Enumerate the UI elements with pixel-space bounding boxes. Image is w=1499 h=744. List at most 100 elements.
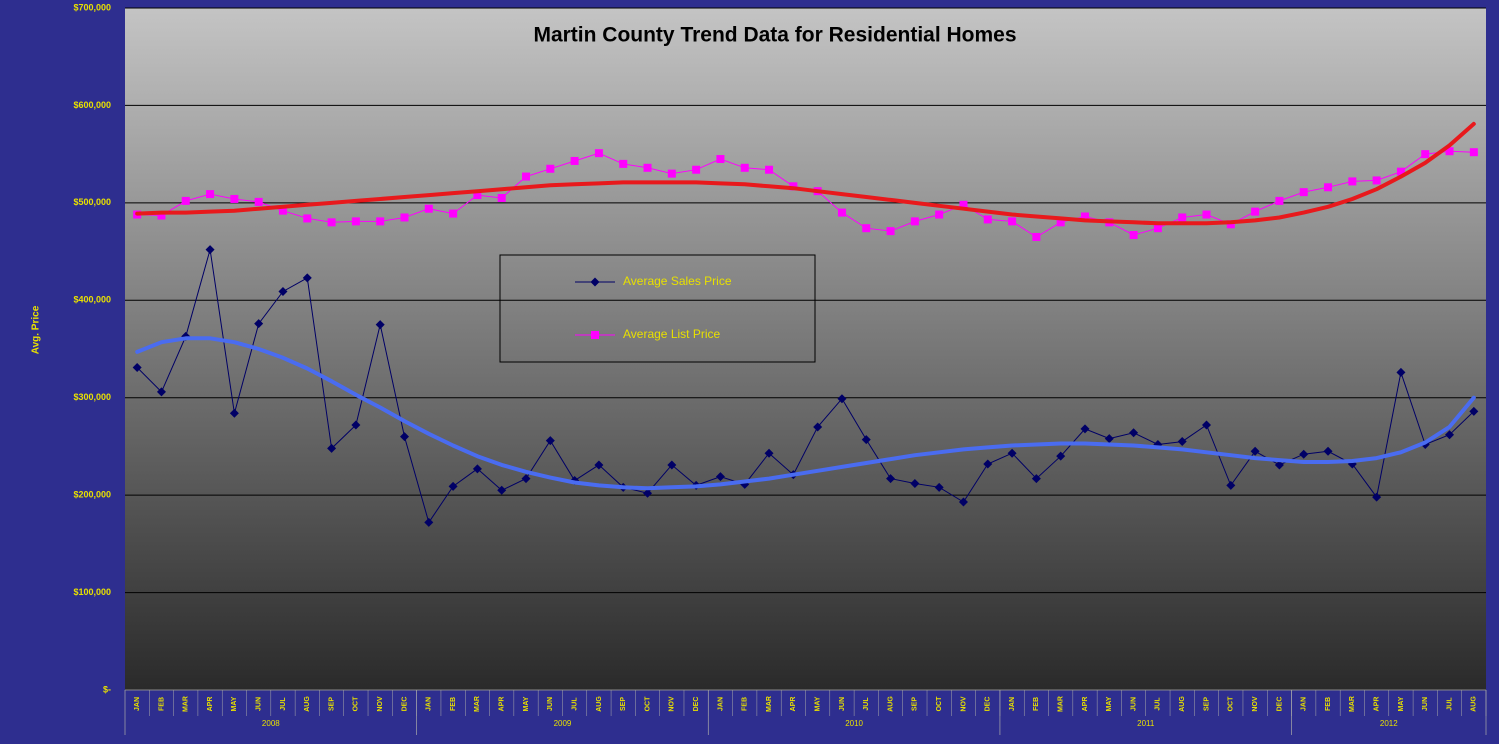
point bbox=[302, 273, 312, 283]
x-tick-label: APR bbox=[499, 697, 506, 712]
year-label: 2008 bbox=[262, 719, 280, 728]
x-tick-label: JAN bbox=[426, 697, 433, 711]
point bbox=[278, 206, 287, 215]
trend-line bbox=[135, 121, 1476, 226]
x-tick-label: OCT bbox=[644, 696, 651, 712]
point bbox=[619, 159, 628, 168]
point bbox=[1178, 213, 1187, 222]
x-tick-label: JAN bbox=[1301, 697, 1308, 711]
point bbox=[1396, 167, 1405, 176]
point bbox=[837, 394, 847, 404]
point bbox=[1469, 406, 1479, 416]
point bbox=[1251, 207, 1260, 216]
point bbox=[497, 485, 507, 495]
point bbox=[254, 319, 264, 329]
point bbox=[1274, 460, 1284, 470]
point bbox=[1445, 147, 1454, 156]
x-tick-label: JUL bbox=[1155, 697, 1162, 711]
x-tick-label: MAR bbox=[766, 696, 773, 712]
point bbox=[692, 165, 701, 174]
point bbox=[205, 245, 215, 255]
point bbox=[1372, 492, 1382, 502]
point bbox=[351, 420, 361, 430]
point bbox=[837, 208, 846, 217]
point bbox=[1299, 449, 1309, 459]
y-tick-label: $500,000 bbox=[73, 197, 111, 207]
x-tick-label: JAN bbox=[717, 697, 724, 711]
point bbox=[643, 488, 653, 498]
point bbox=[886, 227, 895, 236]
x-tick-label: DEC bbox=[401, 697, 408, 712]
point bbox=[1250, 446, 1260, 456]
year-label: 2012 bbox=[1380, 719, 1398, 728]
y-tick-label: $600,000 bbox=[73, 100, 111, 110]
point bbox=[910, 217, 919, 226]
point bbox=[764, 448, 774, 458]
y-tick-label: $200,000 bbox=[73, 490, 111, 500]
x-tick-label: JUN bbox=[547, 697, 554, 711]
point bbox=[545, 436, 555, 446]
point bbox=[449, 209, 458, 218]
x-tick-label: APR bbox=[790, 697, 797, 712]
point bbox=[1153, 224, 1162, 233]
point bbox=[813, 422, 823, 432]
point bbox=[181, 196, 190, 205]
point bbox=[765, 165, 774, 174]
point bbox=[935, 210, 944, 219]
legend-label: Average Sales Price bbox=[623, 274, 732, 288]
x-tick-label: APR bbox=[207, 697, 214, 712]
point bbox=[716, 155, 725, 164]
legend-label: Average List Price bbox=[623, 327, 720, 341]
point bbox=[376, 217, 385, 226]
point bbox=[1469, 148, 1478, 157]
y-tick-label: $400,000 bbox=[73, 295, 111, 305]
x-tick-label: SEP bbox=[912, 697, 919, 711]
x-tick-label: MAR bbox=[1349, 696, 1356, 712]
x-tick-label: MAR bbox=[1058, 696, 1065, 712]
point bbox=[667, 169, 676, 178]
point bbox=[473, 191, 482, 200]
point bbox=[1372, 176, 1381, 185]
point bbox=[910, 478, 920, 488]
x-tick-label: DEC bbox=[1276, 697, 1283, 712]
point bbox=[667, 460, 677, 470]
point bbox=[1032, 232, 1041, 241]
x-tick-label: MAR bbox=[183, 696, 190, 712]
point bbox=[958, 497, 968, 507]
point bbox=[1445, 430, 1455, 440]
x-tick-label: JUL bbox=[571, 697, 578, 711]
x-tick-label: FEB bbox=[1325, 697, 1332, 711]
year-label: 2010 bbox=[845, 719, 863, 728]
x-tick-label: JUL bbox=[863, 697, 870, 711]
point bbox=[1007, 448, 1017, 458]
x-tick-label: AUG bbox=[887, 696, 894, 712]
point bbox=[934, 482, 944, 492]
point bbox=[230, 194, 239, 203]
x-tick-label: MAY bbox=[1106, 696, 1113, 711]
x-tick-label: MAR bbox=[474, 696, 481, 712]
point bbox=[424, 517, 434, 527]
x-tick-label: NOV bbox=[1252, 696, 1259, 712]
x-tick-label: JUN bbox=[1422, 697, 1429, 711]
point bbox=[448, 481, 458, 491]
x-tick-label: AUG bbox=[304, 696, 311, 712]
trend-line bbox=[135, 336, 1476, 491]
point bbox=[497, 193, 506, 202]
x-tick-label: AUG bbox=[596, 696, 603, 712]
x-tick-label: OCT bbox=[936, 696, 943, 712]
point bbox=[546, 164, 555, 173]
point bbox=[303, 214, 312, 223]
point bbox=[206, 190, 215, 199]
point bbox=[1129, 231, 1138, 240]
x-tick-label: SEP bbox=[328, 697, 335, 711]
x-tick-label: SEP bbox=[1203, 697, 1210, 711]
x-tick-label: SEP bbox=[620, 697, 627, 711]
point bbox=[643, 163, 652, 172]
point bbox=[570, 156, 579, 165]
point bbox=[1008, 217, 1017, 226]
point bbox=[424, 204, 433, 213]
x-tick-label: JUN bbox=[256, 697, 263, 711]
y-tick-label: $700,000 bbox=[73, 2, 111, 12]
